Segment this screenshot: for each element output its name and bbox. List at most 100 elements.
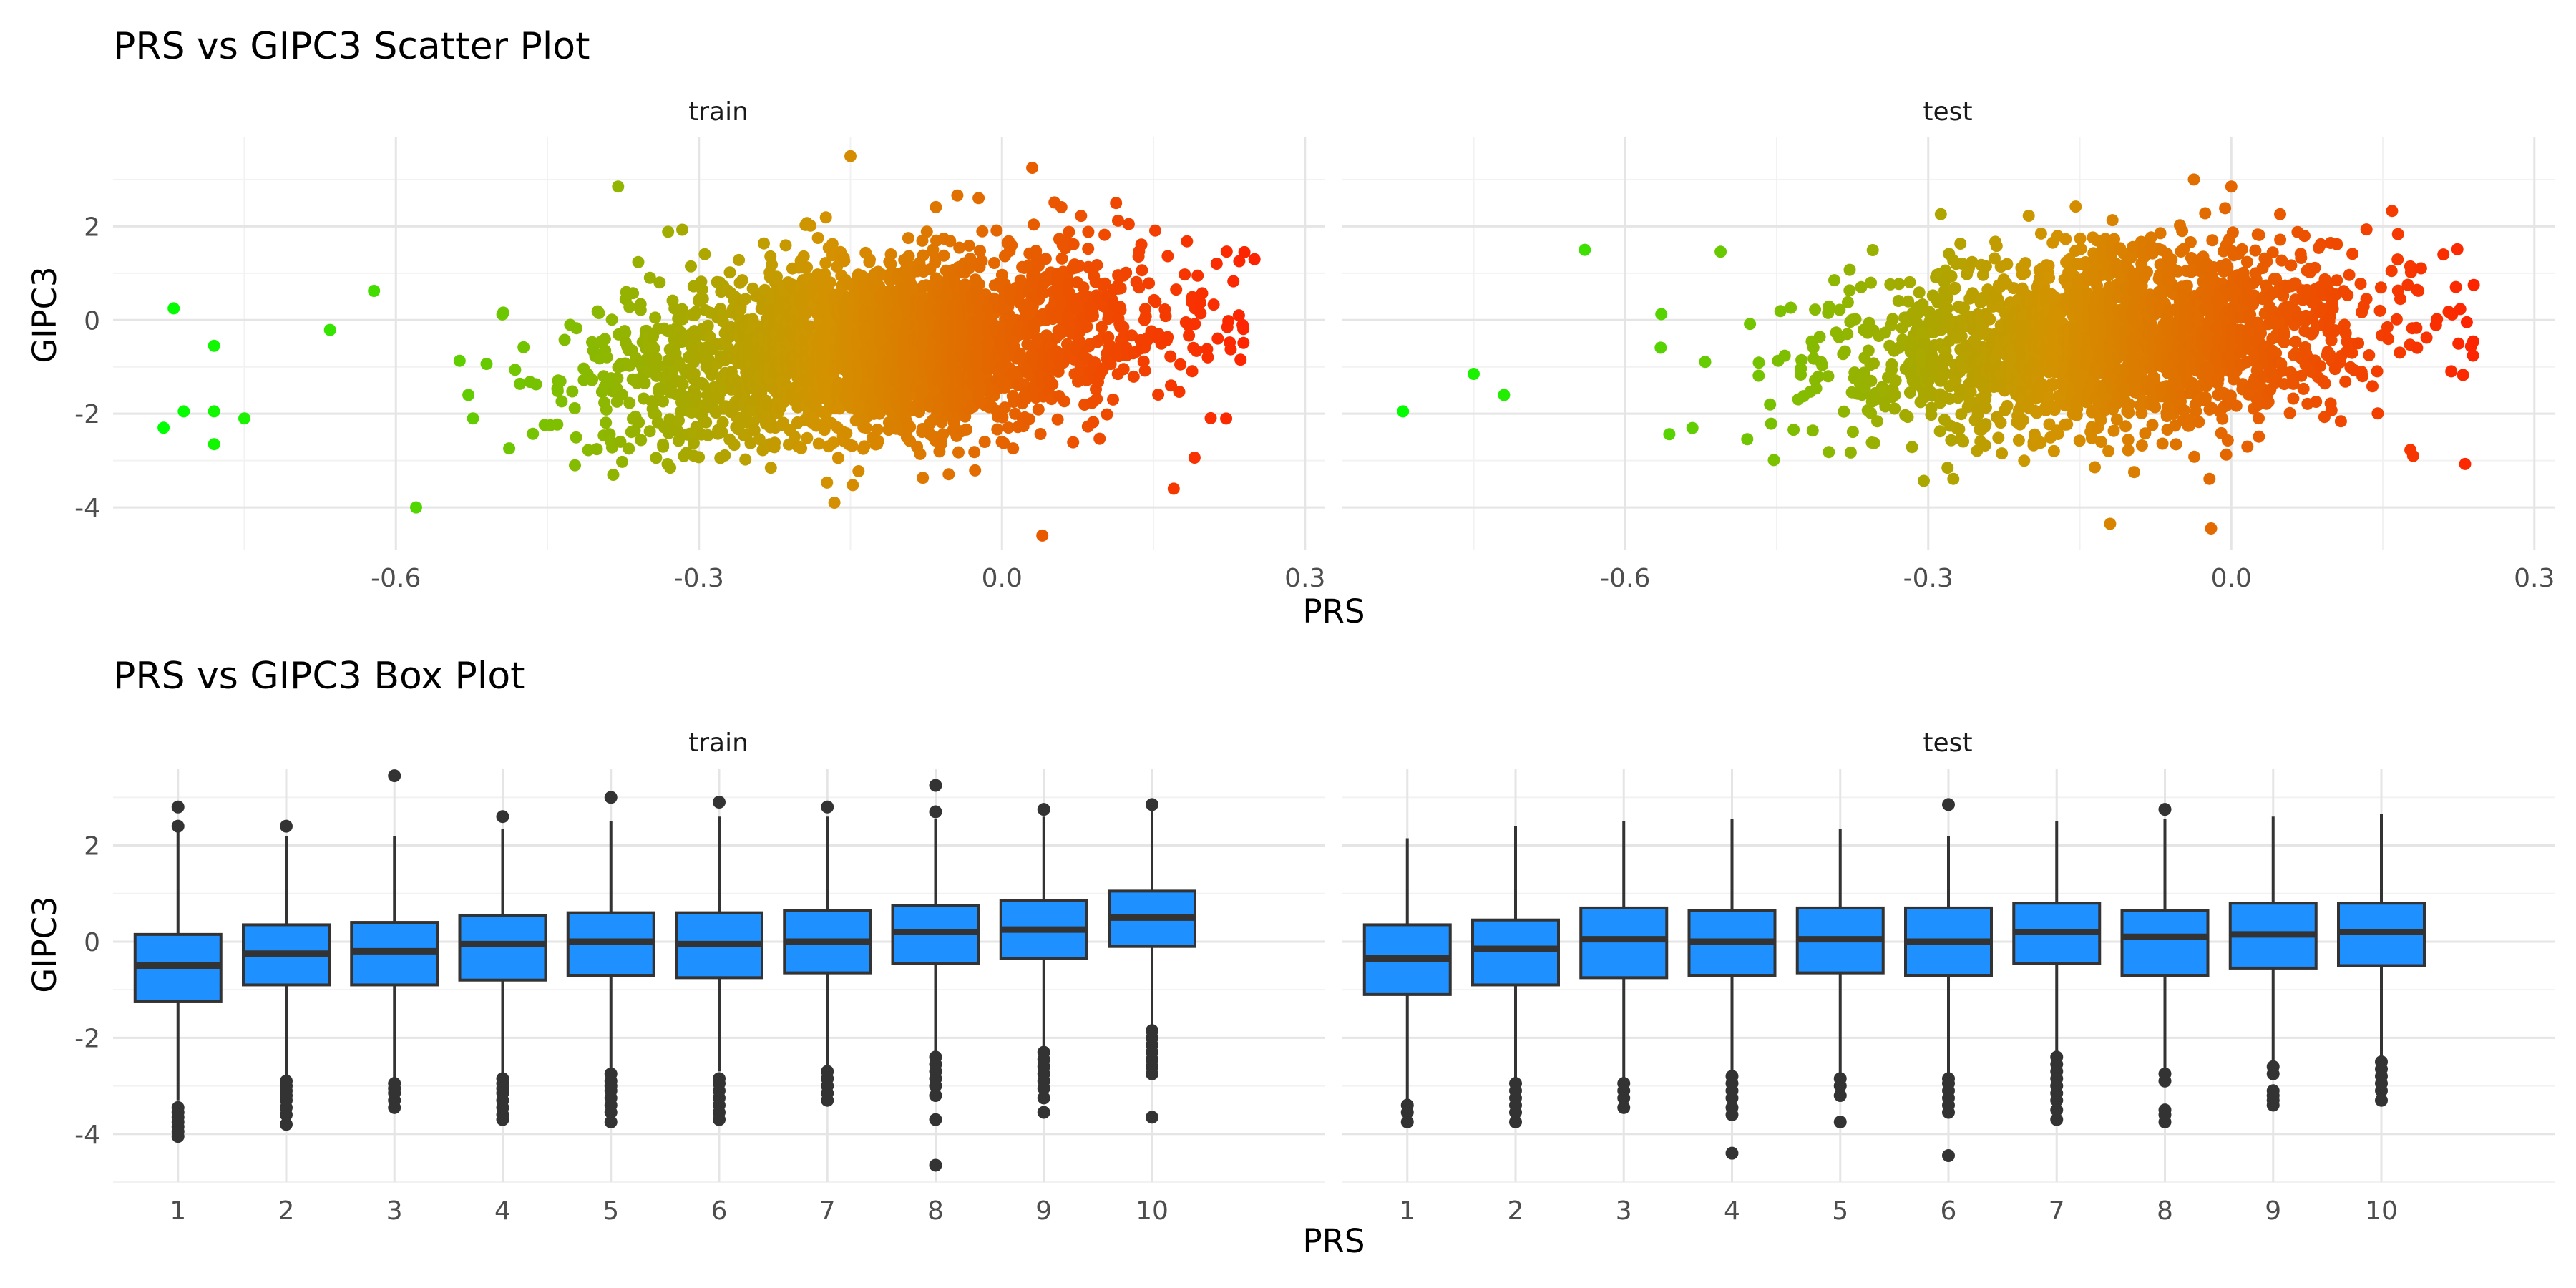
scatter-point xyxy=(1168,482,1180,494)
scatter-point xyxy=(2366,380,2379,392)
scatter-point xyxy=(2018,454,2030,467)
scatter-point xyxy=(1211,333,1224,345)
box-plot-title: PRS vs GIPC3 Box Plot xyxy=(113,655,525,698)
scatter-point xyxy=(844,150,857,162)
scatter-x-tick-labels-train: -0.6 -0.3 0.0 0.3 xyxy=(371,564,1325,593)
scatter-point xyxy=(1056,253,1068,265)
scatter-point xyxy=(2225,180,2238,192)
scatter-point xyxy=(2001,258,2013,270)
scatter-point xyxy=(798,250,810,263)
scatter-point xyxy=(2382,333,2394,345)
x-tick-label: 0.0 xyxy=(2211,564,2252,593)
scatter-point xyxy=(2285,259,2297,271)
scatter-point xyxy=(566,386,578,398)
scatter-facet-label-test: test xyxy=(1923,97,1972,127)
scatter-point xyxy=(2415,263,2427,275)
y-tick-label: 2 xyxy=(84,213,100,242)
scatter-point xyxy=(664,462,676,474)
scatter-point xyxy=(872,424,884,436)
scatter-point xyxy=(1995,416,2007,429)
scatter-point xyxy=(804,220,816,232)
scatter-point xyxy=(1991,240,2003,252)
scatter-point xyxy=(2019,257,2031,269)
scatter-point xyxy=(990,225,1002,237)
scatter-point xyxy=(208,438,220,450)
scatter-point xyxy=(1823,301,1835,313)
scatter-point xyxy=(885,248,897,260)
scatter-point xyxy=(1181,235,1193,248)
scatter-point xyxy=(2394,293,2406,305)
scatter-point xyxy=(503,442,515,454)
scatter-point xyxy=(467,412,479,424)
scatter-point xyxy=(2309,262,2321,274)
scatter-point xyxy=(2461,316,2473,328)
scatter-point xyxy=(1753,356,1765,369)
scatter-point xyxy=(1843,284,1855,296)
scatter-point xyxy=(2421,331,2433,343)
scatter-point xyxy=(1087,310,1099,322)
x-tick-label: -0.3 xyxy=(674,564,724,593)
scatter-point xyxy=(1887,313,1899,325)
scatter-point xyxy=(1191,270,1204,282)
scatter-point xyxy=(1237,337,1249,349)
scatter-point xyxy=(973,278,985,291)
scatter-point xyxy=(2331,274,2343,286)
scatter-point xyxy=(2284,407,2296,419)
scatter-point xyxy=(840,427,852,439)
scatter-point xyxy=(2326,404,2338,416)
scatter-point xyxy=(1839,346,1851,358)
scatter-point xyxy=(2061,419,2073,431)
scatter-point xyxy=(917,472,929,484)
scatter-point xyxy=(2451,243,2464,255)
scatter-point xyxy=(2457,369,2469,381)
scatter-point xyxy=(1093,433,1106,445)
scatter-point xyxy=(2123,399,2135,411)
x-tick-label: -0.6 xyxy=(1600,564,1650,593)
scatter-point xyxy=(1863,345,1875,357)
scatter-y-axis-title: GIPC3 xyxy=(26,266,64,363)
scatter-point xyxy=(1918,475,1930,487)
scatter-point xyxy=(569,459,581,472)
scatter-point xyxy=(2363,349,2375,361)
scatter-point xyxy=(1823,370,1835,382)
scatter-point xyxy=(1847,426,1859,438)
scatter-point xyxy=(976,255,988,267)
scatter-point xyxy=(988,257,1000,269)
scatter-point xyxy=(2468,279,2480,291)
scatter-point xyxy=(1764,399,1776,411)
scatter-point xyxy=(1949,282,1961,294)
scatter-point xyxy=(2185,236,2197,248)
scatter-point xyxy=(824,276,836,288)
scatter-point xyxy=(2346,248,2358,260)
scatter-point xyxy=(1954,238,1966,250)
scatter-point xyxy=(2200,391,2212,404)
scatter-point xyxy=(410,502,422,514)
scatter-point xyxy=(1196,287,1209,299)
scatter-point xyxy=(2141,266,2153,278)
scatter-point xyxy=(2147,419,2159,431)
scatter-point xyxy=(1752,370,1765,382)
scatter-point xyxy=(1082,243,1094,255)
scatter-point xyxy=(1224,343,1236,356)
scatter-point xyxy=(1208,298,1220,311)
scatter-point xyxy=(820,211,832,223)
scatter-point xyxy=(1893,278,1905,290)
scatter-point xyxy=(758,238,770,250)
scatter-point xyxy=(1007,442,1019,454)
scatter-point xyxy=(1655,308,1667,321)
scatter-point xyxy=(1868,357,1880,369)
scatter-point xyxy=(1046,379,1058,391)
scatter-point xyxy=(1082,226,1094,238)
scatter-point xyxy=(639,377,651,389)
scatter-point xyxy=(2149,401,2161,414)
x-tick-label: -0.6 xyxy=(371,564,421,593)
scatter-point xyxy=(2361,293,2373,305)
scatter-point xyxy=(2075,243,2087,255)
scatter-plot-title: PRS vs GIPC3 Scatter Plot xyxy=(113,25,590,68)
scatter-point xyxy=(1026,162,1038,174)
scatter-point xyxy=(2314,360,2326,372)
scatter-point xyxy=(1779,350,1791,362)
scatter-point xyxy=(1063,226,1075,238)
scatter-point xyxy=(368,285,380,297)
scatter-point xyxy=(1828,274,1840,286)
